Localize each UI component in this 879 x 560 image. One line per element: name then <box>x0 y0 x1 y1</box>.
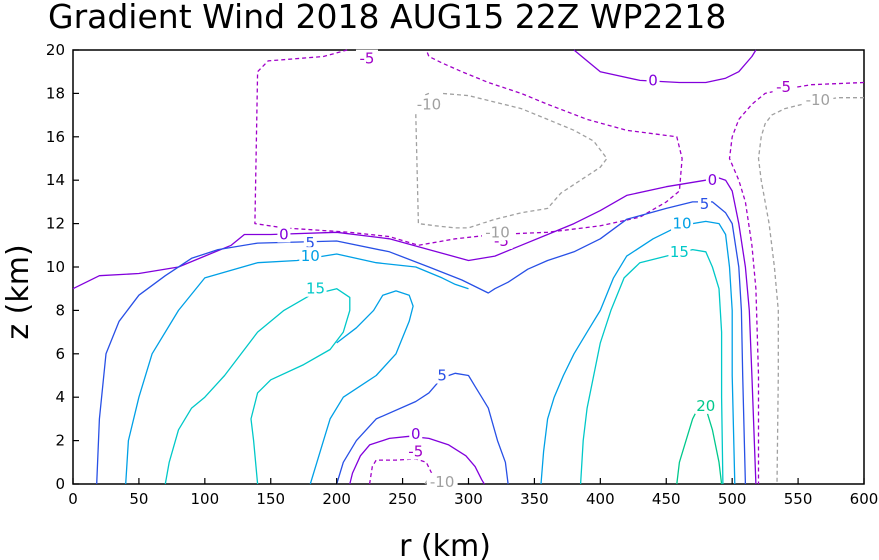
contour-label-bg <box>426 472 458 490</box>
contour-line-level-neg10-3 <box>415 92 608 229</box>
contour-label-bg <box>671 214 694 232</box>
chart-title: Gradient Wind 2018 AUG15 22Z WP2218 <box>48 0 726 36</box>
contour-label: 15 <box>670 243 689 261</box>
y-tick-label: 10 <box>46 258 65 276</box>
contour-line-level-0-7 <box>573 49 757 84</box>
contour-label-bg <box>482 223 514 241</box>
x-tick-label: 450 <box>652 490 681 508</box>
contour-label-bg <box>355 49 378 67</box>
contour-label: -10 <box>806 91 831 109</box>
y-axis-label: z (km) <box>1 244 36 339</box>
contour-label-bg <box>802 90 834 108</box>
contour-label-bg <box>668 242 691 260</box>
contour-label: -10 <box>430 473 455 491</box>
contour-label-bg <box>435 366 449 384</box>
x-tick-label: 550 <box>784 490 813 508</box>
x-tick-label: 0 <box>68 490 78 508</box>
contour-line-level-10-12 <box>309 290 414 485</box>
contour-label-bg <box>646 71 660 89</box>
y-tick-label: 8 <box>55 301 65 319</box>
x-tick-label: 600 <box>850 490 879 508</box>
x-tick-label: 350 <box>520 490 549 508</box>
x-tick-label: 200 <box>322 490 351 508</box>
y-tick-label: 0 <box>55 475 65 493</box>
contour-line-level-15-15 <box>579 248 724 485</box>
contour-line-level-neg10-4 <box>757 97 864 485</box>
contour-label: 5 <box>700 195 710 213</box>
y-tick-label: 16 <box>46 128 65 146</box>
contour-label: 15 <box>306 280 325 298</box>
contour-line-level-neg5-0 <box>254 49 683 246</box>
contour-label: -5 <box>408 442 423 460</box>
contour-line-level-5-9 <box>96 201 747 485</box>
x-tick-label: 50 <box>129 490 148 508</box>
contour-line-level-20-16 <box>676 405 723 485</box>
contour-label-bg <box>303 234 317 252</box>
contour-label: 10 <box>301 247 320 265</box>
y-tick-label: 20 <box>46 41 65 59</box>
contour-label: 0 <box>648 71 658 89</box>
x-tick-label: 300 <box>454 490 483 508</box>
y-axis-ticks: 0 2 4 6 8 10 12 14 16 18 20 <box>46 41 79 493</box>
contour-label-bg <box>299 247 322 265</box>
contour-line-level-10-13 <box>540 220 736 485</box>
contour-line-level-15-14 <box>164 288 351 485</box>
contour-label: 10 <box>673 215 692 233</box>
y-tick-label: 4 <box>55 388 65 406</box>
y-tick-label: 14 <box>46 171 65 189</box>
contour-label-bg <box>694 396 717 414</box>
x-tick-label: 500 <box>718 490 747 508</box>
contour-label: 5 <box>437 367 447 385</box>
contour-line-level-0-6 <box>72 177 757 485</box>
contour-label-bg <box>413 95 445 113</box>
contour-label-bg <box>705 171 719 189</box>
contour-label-bg <box>277 225 291 243</box>
contour-label: 20 <box>696 397 715 415</box>
contour-line-level-neg5-2 <box>368 458 435 485</box>
y-tick-label: 2 <box>55 432 65 450</box>
contour-label-bg <box>404 442 427 460</box>
contour-label-bg <box>772 77 795 95</box>
contour-line-level-10-11 <box>125 253 469 485</box>
y-tick-label: 6 <box>55 345 65 363</box>
contour-label: -5 <box>776 78 791 96</box>
x-tick-label: 250 <box>388 490 417 508</box>
contour-label: 0 <box>279 225 289 243</box>
x-tick-label: 400 <box>586 490 615 508</box>
contour-label: 5 <box>306 234 316 252</box>
x-tick-label: 150 <box>256 490 285 508</box>
x-axis-ticks: 0 50 100 150 200 250 300 350 400 450 500 550 600 <box>68 478 878 508</box>
contour-lines <box>72 49 865 485</box>
contour-label: -10 <box>485 223 510 241</box>
contour-label: -10 <box>417 95 442 113</box>
contour-line-level-neg5-1 <box>728 81 865 484</box>
x-axis-label: r (km) <box>399 529 491 560</box>
y-tick-label: 18 <box>46 84 65 102</box>
contour-label: 0 <box>708 171 718 189</box>
x-tick-label: 100 <box>191 490 220 508</box>
contour-label-bg <box>409 425 423 443</box>
contour-label-bg <box>304 279 327 297</box>
y-tick-label: 12 <box>46 215 65 233</box>
contour-label: -5 <box>360 50 375 68</box>
contour-label-bg <box>697 195 711 213</box>
contour-label: 0 <box>411 425 421 443</box>
contour-line-level-5-10 <box>336 372 509 485</box>
